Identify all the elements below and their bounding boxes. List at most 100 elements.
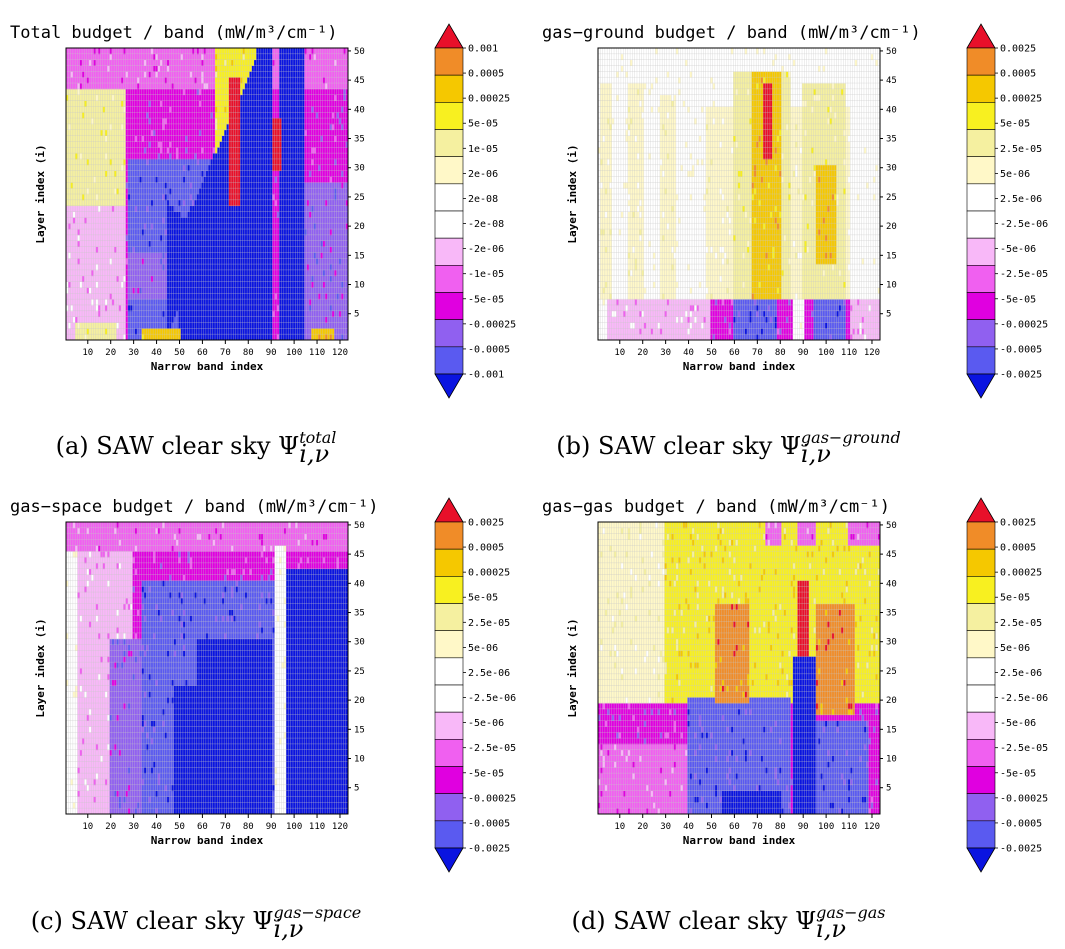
heatmap-cell (251, 293, 255, 300)
heatmap-cell (205, 176, 209, 183)
heatmap-cell (68, 205, 71, 212)
heatmap-cell (148, 77, 152, 84)
heatmap-cell (109, 252, 113, 259)
heatmap-cell (237, 65, 241, 72)
heatmap-cell (251, 188, 255, 195)
heatmap-cell (201, 123, 204, 131)
heatmap-cell (194, 269, 198, 277)
heatmap-cell (104, 48, 108, 55)
heatmap-cell (134, 65, 138, 72)
heatmap-cell (125, 199, 129, 207)
heatmap-cell (244, 88, 248, 96)
heatmap-cell (111, 170, 115, 177)
heatmap-cell (226, 83, 230, 90)
heatmap-cell (185, 94, 188, 101)
heatmap-cell (148, 199, 152, 207)
heatmap-cell (237, 112, 241, 119)
heatmap-cell (77, 275, 81, 282)
heatmap-cell (201, 106, 204, 113)
heatmap-cell (171, 316, 175, 323)
heatmap-cell (201, 170, 204, 177)
heatmap-cell (272, 48, 276, 55)
heatmap-cell (194, 129, 198, 136)
heatmap-cell (153, 293, 156, 300)
heatmap-cell (88, 53, 92, 61)
heatmap-cell (244, 59, 248, 66)
heatmap-cell (279, 223, 282, 230)
heatmap-cell (104, 153, 108, 160)
heatmap-cell (279, 304, 282, 312)
heatmap-cell (125, 135, 129, 142)
heatmap-cell (254, 188, 257, 195)
heatmap-cell (189, 129, 193, 136)
heatmap-cell (82, 205, 85, 212)
heatmap-cell (235, 287, 239, 294)
heatmap-cell (127, 176, 131, 183)
heatmap-cell (267, 199, 271, 207)
heatmap-cell (66, 229, 69, 236)
heatmap-cell (198, 293, 202, 300)
heatmap-cell (130, 158, 133, 166)
heatmap-cell (139, 304, 143, 312)
heatmap-cell (95, 94, 99, 101)
heatmap-cell (210, 135, 214, 142)
heatmap-cell (210, 59, 214, 66)
heatmap-cell (66, 264, 69, 271)
heatmap-cell (66, 147, 69, 154)
heatmap-cell (286, 299, 289, 306)
heatmap-cell (72, 304, 76, 312)
heatmap-cell (272, 281, 276, 288)
heatmap-cell (121, 129, 124, 136)
heatmap-cell (212, 135, 216, 142)
heatmap-cell (267, 310, 271, 318)
heatmap-cell (155, 322, 159, 329)
heatmap-cell (196, 164, 200, 172)
heatmap-cell (247, 164, 250, 172)
heatmap-cell (226, 106, 230, 113)
heatmap-cell (226, 158, 230, 166)
heatmap-cell (215, 112, 218, 119)
heatmap-cell (196, 211, 200, 218)
heatmap-cell (88, 199, 92, 207)
heatmap-cell (256, 246, 259, 253)
heatmap-cell (212, 59, 216, 66)
heatmap-cell (127, 258, 131, 265)
heatmap-cell (109, 264, 113, 271)
heatmap-cell (72, 188, 76, 195)
heatmap-cell (219, 293, 223, 300)
heatmap-cell (217, 48, 221, 55)
heatmap-cell (75, 322, 78, 329)
heatmap-cell (164, 147, 168, 154)
heatmap-cell (233, 328, 237, 335)
heatmap-cell (274, 229, 278, 236)
heatmap-cell (173, 164, 177, 172)
heatmap-cell (283, 77, 287, 84)
heatmap-cell (116, 293, 120, 300)
heatmap-cell (153, 252, 156, 259)
heatmap-cell (231, 188, 234, 195)
heatmap-cell (180, 258, 184, 265)
heatmap-cell (290, 123, 294, 131)
heatmap-cell (160, 310, 163, 318)
heatmap-cell (118, 147, 122, 154)
heatmap-cell (249, 299, 253, 306)
heatmap-cell (88, 94, 92, 101)
heatmap-cell (150, 194, 154, 201)
heatmap-cell (157, 141, 161, 148)
heatmap-cell (178, 211, 182, 218)
heatmap-cell (88, 334, 92, 341)
heatmap-cell (134, 48, 138, 55)
heatmap-cell (86, 188, 90, 195)
heatmap-cell (93, 59, 97, 66)
heatmap-cell (171, 287, 175, 294)
heatmap-cell (79, 48, 83, 55)
heatmap-cell (79, 264, 83, 271)
heatmap-cell (288, 252, 292, 259)
heatmap-cell (180, 59, 184, 66)
heatmap-cell (79, 275, 83, 282)
heatmap-cell (263, 100, 266, 107)
heatmap-cell (102, 71, 106, 78)
heatmap-cell (107, 205, 110, 212)
heatmap-cell (148, 287, 152, 294)
heatmap-cell (171, 264, 175, 271)
